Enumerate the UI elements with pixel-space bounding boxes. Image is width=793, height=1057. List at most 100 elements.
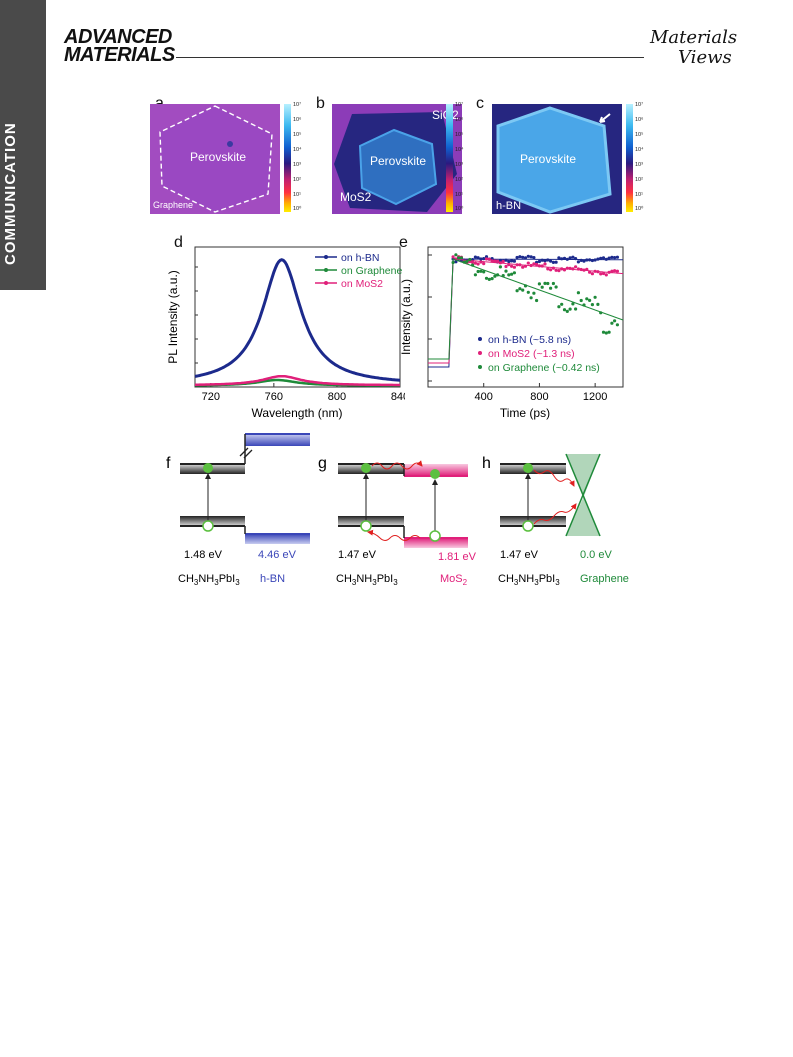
panel-label-d: d xyxy=(174,234,183,251)
panel-label-a: a xyxy=(155,95,164,113)
data-point xyxy=(523,256,528,260)
data-point xyxy=(479,260,483,264)
data-point xyxy=(590,258,594,263)
colorbar-tick: 10¹ xyxy=(455,192,463,198)
data-point xyxy=(523,284,528,288)
data-point xyxy=(582,268,586,272)
data-point xyxy=(554,260,558,264)
material-perovskite: CH3NH3PbI3 xyxy=(336,573,398,587)
material-hbn: h-BN xyxy=(260,573,285,585)
data-point xyxy=(565,309,569,313)
legend-marker xyxy=(478,351,482,355)
colorbar-ticks: 10⁷ 10⁶ 10⁵ 10⁴ 10³ 10² 10¹ 10⁰ xyxy=(455,102,477,212)
legend-marker xyxy=(478,337,482,341)
hbn-label: h-BN xyxy=(496,200,522,212)
colorbar-ticks: 10⁷ 10⁶ 10⁵ 10⁴ 10³ 10² 10¹ 10⁰ xyxy=(635,102,657,212)
data-point xyxy=(535,262,539,267)
data-point xyxy=(562,268,567,272)
data-point xyxy=(476,256,480,260)
legend-entry: on h-BN xyxy=(341,252,380,264)
brand-logo: Materials Views xyxy=(650,28,737,68)
data-point xyxy=(535,260,539,264)
data-point xyxy=(498,265,502,269)
data-point xyxy=(568,266,572,270)
data-point xyxy=(490,259,494,263)
bandgap-perovskite: 1.47 eV xyxy=(500,549,539,561)
data-point xyxy=(529,255,533,259)
data-point xyxy=(607,330,611,334)
data-point xyxy=(615,269,619,273)
trpl-chart: 400 800 1200 on h-BN (~5.8 ns) on MoS2 (~1.… xyxy=(399,246,624,420)
data-point xyxy=(454,260,458,264)
data-point xyxy=(562,308,567,312)
data-point xyxy=(526,290,530,294)
data-point xyxy=(613,269,617,273)
data-point xyxy=(579,258,583,262)
x-tick-label: 840 xyxy=(391,391,405,403)
substrate-label: Graphene xyxy=(153,200,194,210)
data-point xyxy=(585,297,589,301)
journal-logo: ADVANCED MATERIALS xyxy=(64,26,175,65)
data-point xyxy=(546,267,550,271)
bandgap-hbn: 4.46 eV xyxy=(258,549,297,561)
data-point xyxy=(507,273,511,277)
data-point xyxy=(543,259,547,263)
data-point xyxy=(588,298,592,302)
data-point xyxy=(537,264,541,268)
data-point xyxy=(471,263,475,267)
data-point xyxy=(510,264,514,268)
colorbar-tick: 10² xyxy=(455,177,463,183)
data-point xyxy=(579,267,583,272)
data-point xyxy=(585,258,589,262)
data-point xyxy=(604,257,608,261)
data-point xyxy=(451,260,455,265)
data-point xyxy=(607,256,611,260)
data-point xyxy=(596,270,600,274)
x-axis-label: Time (ps) xyxy=(500,406,550,420)
data-point xyxy=(510,272,514,276)
data-point xyxy=(574,257,578,261)
data-point xyxy=(557,269,561,273)
data-point xyxy=(532,256,536,260)
data-point xyxy=(487,257,491,261)
data-point xyxy=(471,260,475,264)
data-point xyxy=(599,311,603,315)
spectrum-line xyxy=(195,374,400,387)
data-point xyxy=(459,256,463,260)
data-point xyxy=(560,302,564,306)
data-point xyxy=(546,258,550,262)
data-point xyxy=(496,273,500,277)
data-point xyxy=(607,270,611,274)
data-point xyxy=(482,257,486,261)
journal-logo-line1: ADVANCED xyxy=(64,26,172,48)
legend-marker xyxy=(324,281,328,285)
data-point xyxy=(451,255,455,259)
data-point xyxy=(484,276,489,280)
data-point xyxy=(596,302,600,306)
panel-label-b: b xyxy=(316,95,325,112)
data-point xyxy=(484,257,489,261)
perovskite-label: Perovskite xyxy=(520,152,577,166)
colorbar xyxy=(284,104,291,212)
y-axis-label: Intensity (a.u.) xyxy=(399,279,413,355)
data-point xyxy=(604,273,608,277)
data-point xyxy=(571,255,575,259)
brand-logo-line1: Materials xyxy=(650,27,738,48)
x-tick-label: 720 xyxy=(202,391,220,403)
data-point xyxy=(543,262,547,266)
data-point xyxy=(565,266,569,270)
data-point xyxy=(610,321,614,325)
plot-frame xyxy=(194,246,401,388)
data-point xyxy=(504,258,508,262)
colorbar xyxy=(626,104,633,212)
legend-entry: on MoS2 (~1.3 ns) xyxy=(488,348,575,360)
legend-marker xyxy=(324,255,328,259)
data-point xyxy=(501,259,505,264)
data-point xyxy=(551,266,555,270)
data-point xyxy=(551,281,555,286)
data-point xyxy=(540,264,544,268)
energy-diagrams: f 1.48 eV 4.46 eV CH3NH3PbI3 h-BN g xyxy=(166,433,629,587)
data-point xyxy=(560,257,564,261)
data-point xyxy=(557,256,561,260)
material-perovskite: CH3NH3PbI3 xyxy=(498,573,560,587)
